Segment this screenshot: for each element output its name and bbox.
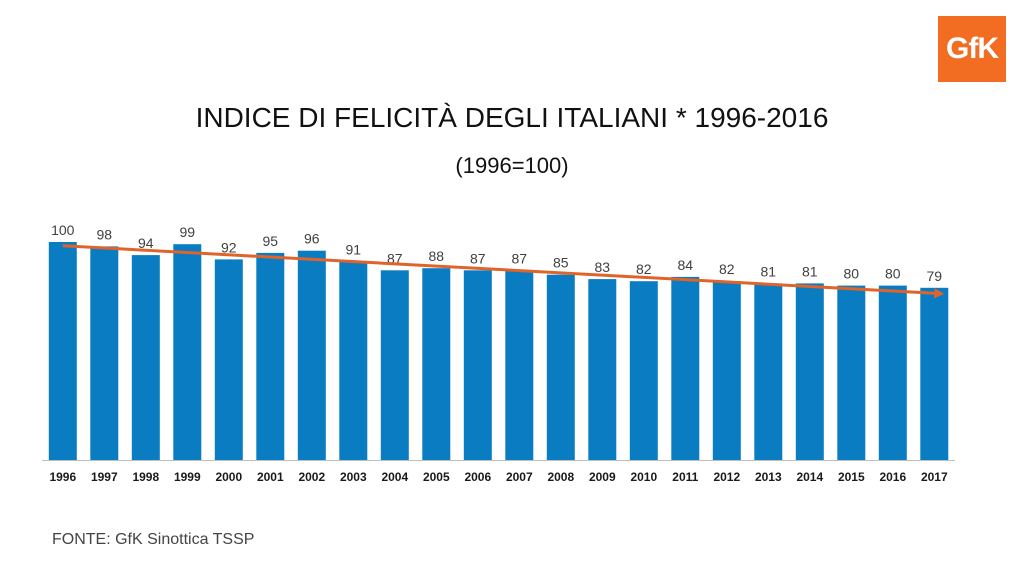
data-label-2002: 96 [304,231,320,247]
bar-1998 [131,255,160,460]
bar-2010 [629,281,658,460]
x-tick-label-2006: 2006 [464,470,491,484]
data-label-2005: 88 [429,248,445,264]
x-tick-label-2008: 2008 [547,470,574,484]
bar-2011 [671,276,700,460]
data-label-2014: 81 [802,263,818,279]
x-tick-label-1999: 1999 [174,470,201,484]
data-label-2016: 80 [885,266,901,282]
x-tick-label-2004: 2004 [381,470,408,484]
x-tick-label-2003: 2003 [340,470,367,484]
x-tick-label-2014: 2014 [796,470,823,484]
bar-2015 [837,285,866,460]
bar-2008 [546,274,575,460]
trendline [62,244,945,299]
chart-subtitle: (1996=100) [455,153,569,178]
bar-2009 [588,279,617,460]
bar-2005 [422,268,451,460]
x-tick-label-1998: 1998 [132,470,159,484]
data-label-1997: 98 [97,226,113,242]
data-label-2011: 84 [678,257,694,273]
x-tick-label-2015: 2015 [838,470,865,484]
data-label-2012: 82 [719,261,735,277]
data-label-1998: 94 [138,235,154,251]
x-tick-label-2005: 2005 [423,470,450,484]
data-label-2000: 92 [221,239,237,255]
x-tick-label-2012: 2012 [713,470,740,484]
bar-2001 [256,252,285,460]
x-tick-label-2009: 2009 [589,470,616,484]
gfk-logo-text: GfK [946,32,999,65]
data-label-1996: 100 [51,222,75,238]
x-tick-label-2000: 2000 [215,470,242,484]
bars-layer [48,242,949,460]
x-tick-labels-layer: 1996 1997 1998 1999 2000 2001 2002 2003 2004 2005… [49,470,948,484]
bar-2007 [505,270,534,460]
data-label-2006: 87 [470,250,486,266]
x-tick-label-2013: 2013 [755,470,782,484]
x-tick-label-2011: 2011 [672,470,698,484]
data-label-2001: 95 [263,233,279,249]
x-tick-label-2016: 2016 [879,470,906,484]
bar-2012 [712,281,741,460]
bar-1999 [173,244,202,460]
bar-2004 [380,270,409,460]
bar-2016 [878,285,907,460]
data-label-2010: 82 [636,261,652,277]
bar-2017 [920,287,949,460]
data-label-2009: 83 [595,259,611,275]
data-label-2007: 87 [512,250,528,266]
bar-2003 [339,261,368,460]
bar-2000 [214,259,243,460]
data-label-2017: 79 [927,268,943,284]
chart-title: INDICE DI FELICITÀ DEGLI ITALIANI * 1996… [195,102,829,133]
gfk-logo: GfK [938,16,1006,82]
bar-2014 [795,283,824,460]
bar-2013 [754,283,783,460]
bar-2006 [463,270,492,460]
data-label-2003: 91 [346,242,362,258]
data-label-1999: 99 [180,224,196,240]
x-tick-label-2017: 2017 [921,470,948,484]
bar-2002 [297,250,326,460]
x-tick-label-2007: 2007 [506,470,533,484]
x-tick-label-1996: 1996 [49,470,76,484]
bar-1997 [90,246,119,460]
source-note: FONTE: GfK Sinottica TSSP [52,531,255,548]
x-tick-label-2010: 2010 [630,470,657,484]
x-tick-label-1997: 1997 [91,470,118,484]
x-tick-label-2001: 2001 [257,470,284,484]
data-label-2008: 85 [553,255,569,271]
x-tick-label-2002: 2002 [298,470,325,484]
data-label-2013: 81 [761,263,777,279]
bar-1996 [48,242,77,460]
data-label-2015: 80 [844,266,860,282]
